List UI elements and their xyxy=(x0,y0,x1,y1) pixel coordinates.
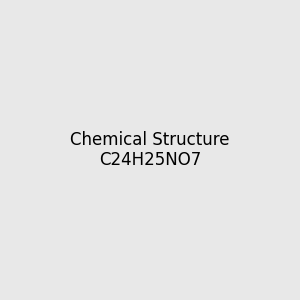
Text: Chemical Structure
C24H25NO7: Chemical Structure C24H25NO7 xyxy=(70,130,230,170)
